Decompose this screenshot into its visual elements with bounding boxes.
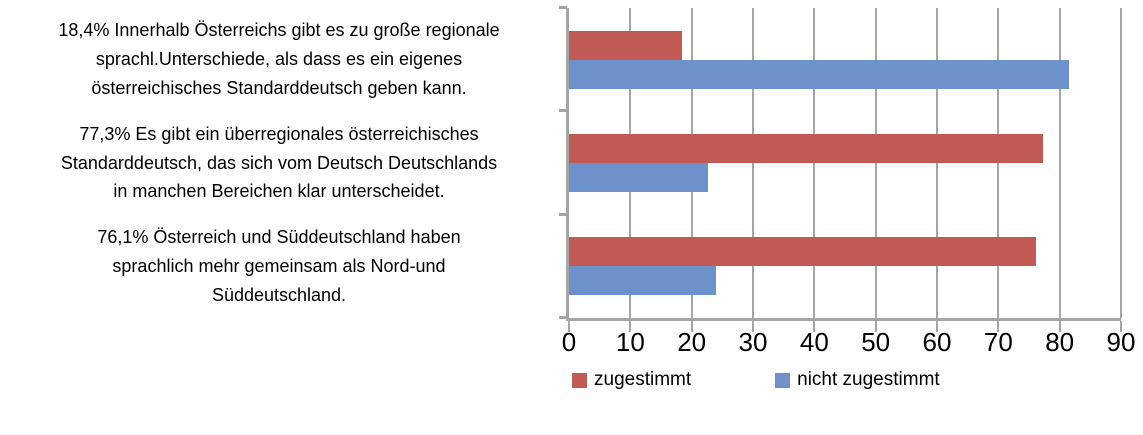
x-axis-label: 80 <box>1045 327 1075 357</box>
category-band <box>569 215 1121 318</box>
x-axis-label: 0 <box>561 327 577 357</box>
bar-nicht-zugestimmt <box>569 162 709 192</box>
plot-area <box>559 6 1122 332</box>
bar-zugestimmt <box>569 237 1036 267</box>
x-axis-label: 20 <box>677 327 707 357</box>
x-axis-label: 70 <box>983 327 1013 357</box>
x-axis-label: 60 <box>922 327 952 357</box>
x-axis-tick <box>997 321 1000 332</box>
y-axis-tick <box>559 316 567 319</box>
x-axis-tick <box>1058 321 1061 332</box>
gridline <box>936 8 938 318</box>
bar-zugestimmt <box>569 133 1044 163</box>
x-axis-tick <box>752 321 754 332</box>
gridline <box>752 8 754 318</box>
category-label-text: 76,1% Österreich und Süddeutschland habe… <box>97 227 461 305</box>
y-axis-tick <box>559 212 567 216</box>
x-axis-label: 50 <box>861 327 891 357</box>
category-label-text: 18,4% Innerhalb Österreichs gibt es zu g… <box>58 20 500 99</box>
x-axis-tick <box>690 321 693 332</box>
x-axis-label: 10 <box>615 327 645 357</box>
x-axis-tick <box>813 321 816 332</box>
category-label: 76,1% Österreich und Süddeutschland habe… <box>0 215 558 318</box>
gridline <box>997 8 1000 318</box>
x-axis-label: 90 <box>1106 327 1136 357</box>
bar-nicht-zugestimmt <box>569 266 716 296</box>
legend-label: zugestimmt <box>594 369 692 390</box>
gridline <box>1120 8 1122 318</box>
category-band <box>569 8 1121 111</box>
legend-item-nicht-zugestimmt: nicht zugestimmt <box>775 369 940 391</box>
y-axis-tick <box>559 109 567 113</box>
legend-swatch-icon <box>572 372 587 388</box>
x-axis-tick <box>936 321 938 332</box>
x-axis-tick <box>568 321 570 332</box>
category-label: 77,3% Es gibt ein überregionales österre… <box>0 111 558 214</box>
x-axis-tick <box>1120 321 1122 332</box>
y-axis-tick <box>559 6 567 9</box>
gridline <box>874 8 877 318</box>
chart-body: 18,4% Innerhalb Österreichs gibt es zu g… <box>0 6 1122 332</box>
gridline <box>1058 8 1061 318</box>
category-label-text: 77,3% Es gibt ein überregionales österre… <box>60 123 498 202</box>
category-band <box>569 111 1121 214</box>
x-axis-tick <box>629 321 632 332</box>
bar-zugestimmt <box>569 30 682 60</box>
legend-item-zugestimmt: zugestimmt <box>572 369 691 391</box>
x-axis-tick <box>874 321 877 332</box>
x-axis-label: 30 <box>738 327 768 357</box>
category-labels: 18,4% Innerhalb Österreichs gibt es zu g… <box>0 8 566 318</box>
category-label: 18,4% Innerhalb Österreichs gibt es zu g… <box>0 8 558 111</box>
gridline <box>813 8 816 318</box>
x-axis-label: 40 <box>799 327 829 357</box>
legend-label: nicht zugestimmt <box>797 369 940 390</box>
x-axis-labels: 0 10 20 30 40 50 60 70 80 90 <box>562 321 1136 365</box>
legend-swatch-icon <box>775 372 791 388</box>
legend: zugestimmt nicht zugestimmt <box>572 369 1143 391</box>
bar-nicht-zugestimmt <box>569 59 1070 89</box>
